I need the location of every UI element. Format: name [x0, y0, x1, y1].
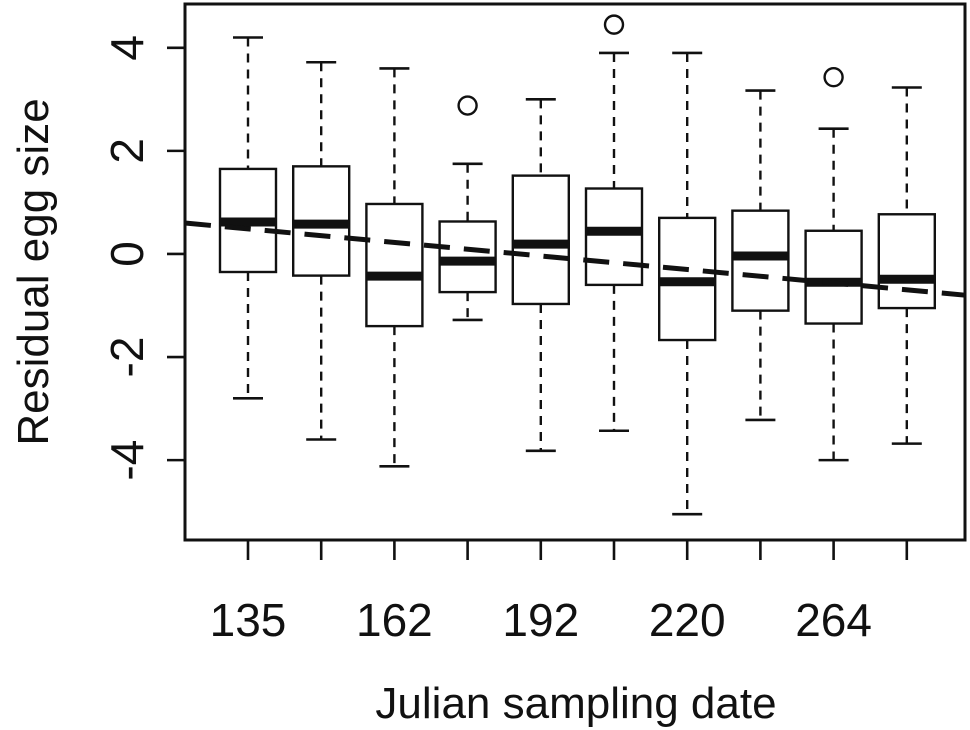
box-group-2 [292, 60, 351, 441]
box-group-3 [365, 67, 424, 468]
trend-line [184, 220, 966, 298]
y-axis-title: Residual egg size [9, 98, 58, 445]
x-tick-label: 162 [356, 594, 433, 646]
plot-content [184, 14, 966, 516]
box-iqr [731, 209, 790, 312]
box-iqr [584, 187, 644, 287]
x-axis: 135 162 192 220 264 [210, 540, 909, 646]
box-group-10 [877, 86, 936, 445]
y-tick-label: -4 [101, 440, 153, 481]
plot-frame [183, 2, 967, 542]
x-tick-label: 135 [210, 594, 287, 646]
outlier-point [603, 14, 625, 35]
x-tick-label: 220 [649, 594, 726, 646]
y-tick-label: -2 [101, 337, 153, 378]
x-tick-label: 192 [502, 594, 579, 646]
box-group-4 [438, 95, 497, 322]
x-tick-label: 264 [795, 594, 872, 646]
box-iqr [804, 229, 863, 325]
box-group-9 [804, 66, 863, 462]
box-group-8 [731, 89, 790, 422]
outlier-point [457, 95, 478, 116]
outlier-point [823, 66, 844, 88]
box-group-7 [658, 51, 717, 516]
x-axis-title: Julian sampling date [375, 679, 776, 728]
box-group-5 [511, 98, 570, 453]
box-group-1 [218, 36, 278, 400]
box-group-6 [584, 14, 644, 433]
box-iqr [365, 202, 424, 328]
y-tick-label: 4 [101, 35, 153, 61]
y-tick-label: 0 [101, 241, 153, 267]
y-axis: -4 -2 0 2 4 [101, 35, 185, 481]
y-tick-label: 2 [101, 138, 153, 164]
